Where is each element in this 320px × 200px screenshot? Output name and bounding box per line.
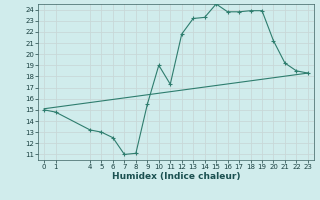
X-axis label: Humidex (Indice chaleur): Humidex (Indice chaleur) bbox=[112, 172, 240, 181]
